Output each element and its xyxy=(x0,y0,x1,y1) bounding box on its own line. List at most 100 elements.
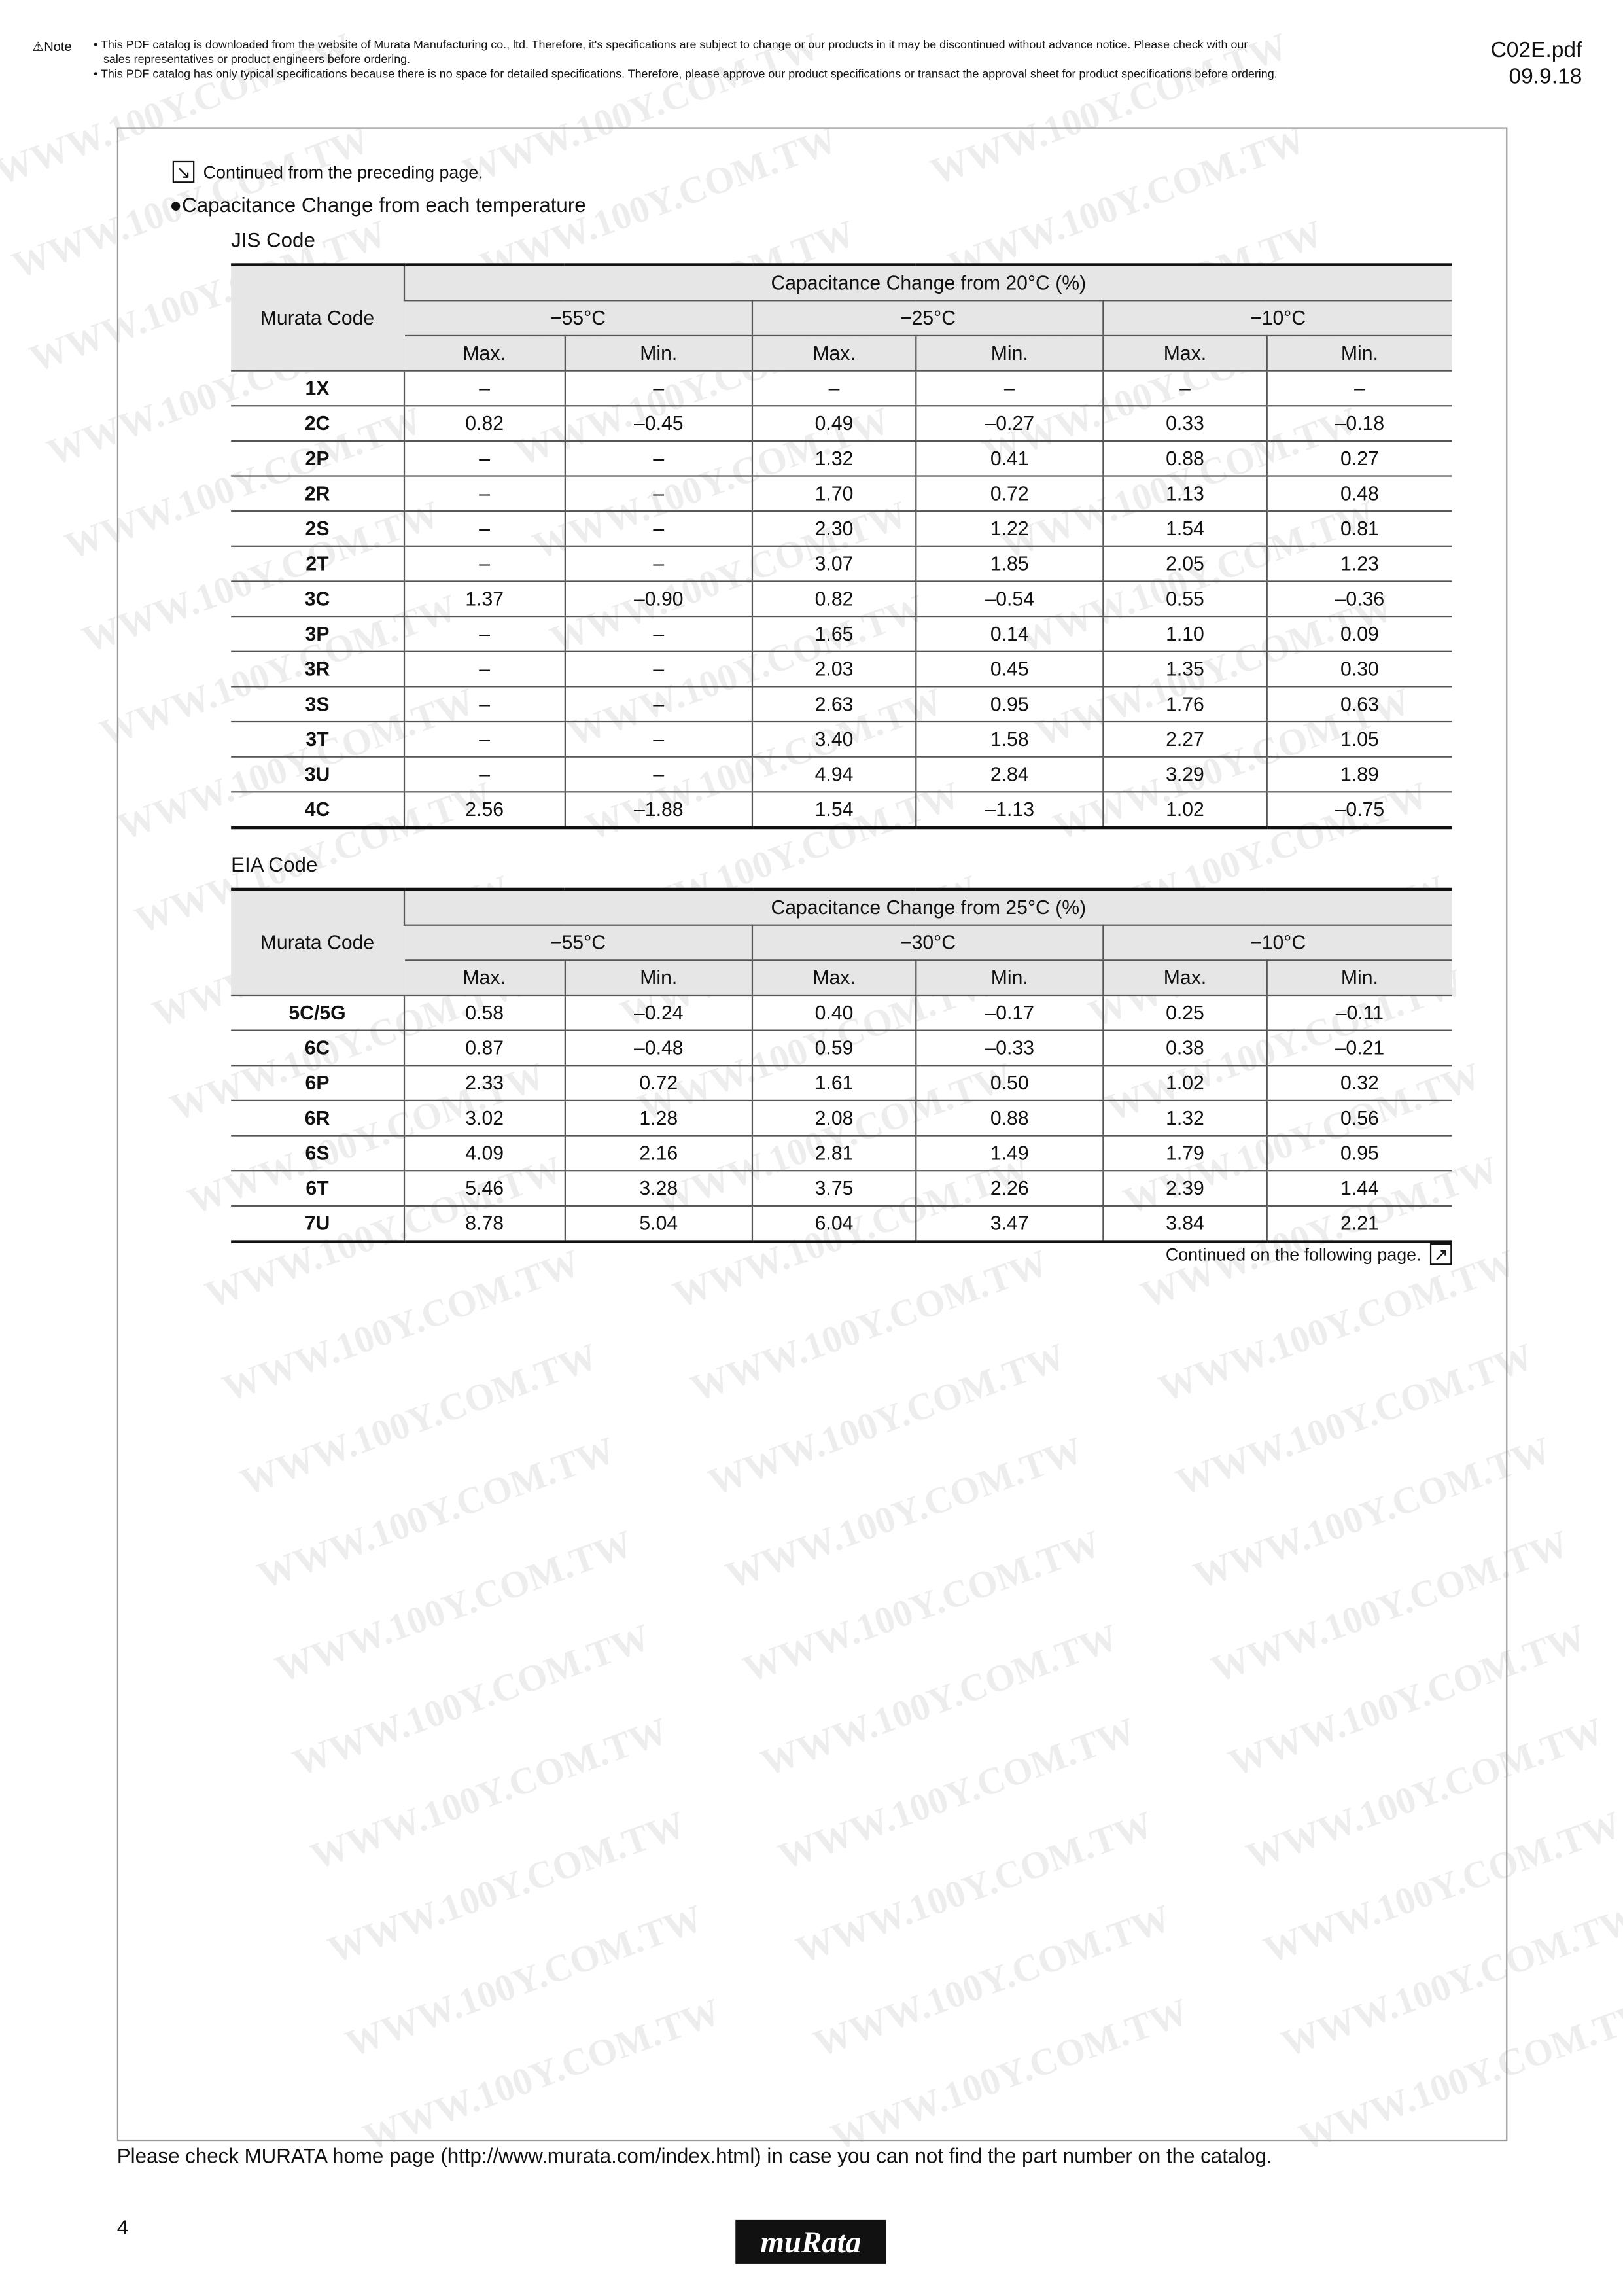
value-cell: 3.84 xyxy=(1102,1205,1267,1243)
value-cell: – xyxy=(564,440,753,477)
table-row: 3C 1.37 –0.90 0.82 –0.54 0.55 –0.36 xyxy=(231,581,1452,618)
value-cell: 0.25 xyxy=(1102,995,1267,1031)
section-title: ●Capacitance Change from each temperatur… xyxy=(169,193,586,217)
max-header: Max. xyxy=(404,960,565,997)
value-cell: 3.75 xyxy=(752,1171,916,1207)
value-cell: 0.59 xyxy=(752,1030,916,1067)
table-row: 2T – –3.07 1.85 2.05 1.23 xyxy=(231,546,1452,582)
table-row: 3P – –1.65 0.14 1.10 0.09 xyxy=(231,616,1452,652)
value-cell: – xyxy=(564,511,753,547)
value-cell: 3.40 xyxy=(752,722,916,758)
value-cell: 1.32 xyxy=(752,440,916,477)
value-cell: – xyxy=(403,686,565,723)
value-cell: 3.02 xyxy=(403,1100,565,1137)
value-cell: –0.21 xyxy=(1266,1030,1452,1067)
value-cell: 2.21 xyxy=(1266,1205,1452,1243)
continued-from: ↘ Continued from the preceding page. xyxy=(172,160,483,183)
value-cell: 1.35 xyxy=(1102,651,1267,688)
value-cell: 6.04 xyxy=(752,1205,916,1243)
value-cell: –0.45 xyxy=(564,406,753,442)
value-cell: – xyxy=(564,722,753,758)
value-cell: –0.27 xyxy=(915,406,1104,442)
value-cell: 0.38 xyxy=(1102,1030,1267,1067)
temp-header: −55°C xyxy=(404,300,753,337)
page-number: 4 xyxy=(116,2216,129,2239)
murata-code-cell: 3R xyxy=(231,651,405,688)
murata-code-cell: 2S xyxy=(231,511,405,547)
value-cell: 0.95 xyxy=(915,686,1104,723)
value-cell: 5.46 xyxy=(403,1171,565,1207)
value-cell: 3.29 xyxy=(1102,756,1267,793)
table-row: 3R – –2.03 0.45 1.35 0.30 xyxy=(231,651,1452,688)
value-cell: 1.22 xyxy=(915,511,1104,547)
file-name: C02E.pdf xyxy=(1490,38,1582,63)
temp-header: −10°C xyxy=(1102,300,1452,337)
value-cell: – xyxy=(403,440,565,477)
value-cell: 0.55 xyxy=(1102,581,1267,618)
value-cell: – xyxy=(403,546,565,582)
value-cell: 1.58 xyxy=(915,722,1104,758)
document-id: C02E.pdf 09.9.18 xyxy=(1491,38,1582,90)
murata-code-cell: 6C xyxy=(231,1030,405,1067)
value-cell: 1.61 xyxy=(752,1065,916,1102)
value-cell: –0.18 xyxy=(1266,406,1452,442)
continued-next: Continued on the following page. ↗ xyxy=(1166,1243,1452,1265)
value-cell: 4.94 xyxy=(752,756,916,793)
value-cell: 0.81 xyxy=(1266,511,1452,547)
note-line: sales representatives or product enginee… xyxy=(94,52,411,66)
value-cell: 0.88 xyxy=(1102,440,1267,477)
table-row: 3S – –2.63 0.95 1.76 0.63 xyxy=(231,686,1452,723)
murata-code-cell: 2R xyxy=(231,476,405,512)
value-cell: 1.54 xyxy=(1102,511,1267,547)
value-cell: – xyxy=(403,476,565,512)
value-cell: –0.33 xyxy=(915,1030,1104,1067)
value-cell: 2.56 xyxy=(403,792,565,830)
table-row: 1X – – – – – – xyxy=(231,370,1452,407)
value-cell: – xyxy=(564,756,753,793)
murata-code-cell: 3C xyxy=(231,581,405,618)
value-cell: 2.08 xyxy=(752,1100,916,1137)
value-cell: – xyxy=(403,511,565,547)
eia-table: Murata Code Capacitance Change from 25°C … xyxy=(231,887,1452,1243)
value-cell: 0.88 xyxy=(915,1100,1104,1137)
value-cell: 1.37 xyxy=(403,581,565,618)
value-cell: 1.79 xyxy=(1102,1135,1267,1172)
value-cell: 1.76 xyxy=(1102,686,1267,723)
murata-code-cell: 7U xyxy=(231,1205,405,1243)
value-cell: 0.30 xyxy=(1266,651,1452,688)
value-cell: – xyxy=(564,476,753,512)
value-cell: – xyxy=(403,651,565,688)
value-cell: – xyxy=(403,370,565,407)
value-cell: 1.23 xyxy=(1266,546,1452,582)
table-row: 7U 8.78 5.04 6.04 3.47 3.84 2.21 xyxy=(231,1205,1452,1243)
value-cell: – xyxy=(564,616,753,652)
value-cell: 0.40 xyxy=(752,995,916,1031)
value-cell: 0.58 xyxy=(403,995,565,1031)
arrow-up-right-icon: ↗ xyxy=(1429,1243,1452,1265)
value-cell: – xyxy=(1102,370,1267,407)
value-cell: 1.44 xyxy=(1266,1171,1452,1207)
table-row: 2S – –2.30 1.22 1.54 0.81 xyxy=(231,511,1452,547)
value-cell: 1.54 xyxy=(752,792,916,830)
footer-text: Please check MURATA home page (http://ww… xyxy=(116,2144,1272,2168)
murata-code-cell: 3U xyxy=(231,756,405,793)
value-cell: 0.72 xyxy=(564,1065,753,1102)
murata-code-cell: 3P xyxy=(231,616,405,652)
min-header: Min. xyxy=(915,335,1104,372)
value-cell: – xyxy=(752,370,916,407)
value-cell: – xyxy=(403,616,565,652)
table-row: 3T – –3.40 1.58 2.27 1.05 xyxy=(231,722,1452,758)
table-row: 6P 2.33 0.72 1.61 0.50 1.02 0.32 xyxy=(231,1065,1452,1102)
value-cell: 1.65 xyxy=(752,616,916,652)
max-header: Max. xyxy=(752,960,916,997)
table-row: 2R – –1.70 0.72 1.13 0.48 xyxy=(231,476,1452,512)
jis-label: JIS Code xyxy=(231,228,315,252)
col-murata-code: Murata Code xyxy=(231,887,405,997)
value-cell: 3.28 xyxy=(564,1171,753,1207)
temp-header: −30°C xyxy=(752,925,1104,961)
value-cell: –1.88 xyxy=(564,792,753,830)
value-cell: 3.07 xyxy=(752,546,916,582)
value-cell: 0.50 xyxy=(915,1065,1104,1102)
value-cell: 0.48 xyxy=(1266,476,1452,512)
